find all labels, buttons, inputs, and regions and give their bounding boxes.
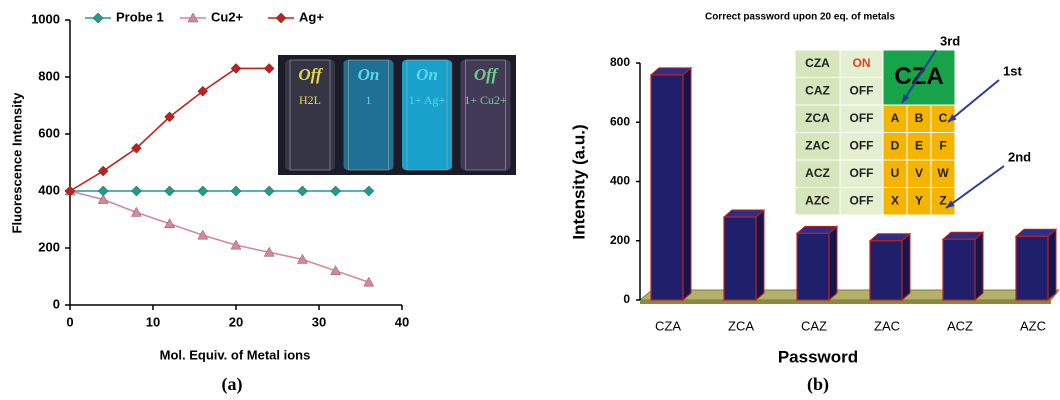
x-tick-label: CAZ <box>801 318 827 333</box>
y-tick-label: 800 <box>610 55 630 69</box>
bar <box>797 233 829 300</box>
series-line <box>70 191 369 282</box>
table-text: F <box>939 138 946 152</box>
bar <box>651 75 683 300</box>
vial-label: 1 <box>366 93 372 107</box>
bar-side <box>1048 229 1056 300</box>
x-tick-label: 20 <box>229 314 243 329</box>
bar-side <box>902 234 910 300</box>
data-point <box>364 186 374 196</box>
table-text: AZC <box>805 193 830 207</box>
x-axis-label: Mol. Equiv. of Metal ions <box>160 347 311 362</box>
data-point <box>165 186 175 196</box>
bar <box>1016 236 1048 300</box>
table-text: CZA <box>805 56 830 70</box>
caption: (b) <box>807 374 829 395</box>
data-point <box>264 186 274 196</box>
y-tick-label: 600 <box>38 125 60 140</box>
legend-label: Cu2+ <box>211 9 244 24</box>
y-tick-label: 1000 <box>31 11 60 26</box>
table-text: OFF <box>850 138 874 152</box>
data-point <box>98 166 108 176</box>
table-text: OFF <box>850 83 874 97</box>
data-point <box>297 186 307 196</box>
x-tick-label: 0 <box>66 314 73 329</box>
table-text: ZCA <box>805 111 830 125</box>
table-text: OFF <box>850 193 874 207</box>
data-point <box>331 186 341 196</box>
x-tick-label: ZAC <box>874 318 900 333</box>
legend-label: Ag+ <box>299 9 324 24</box>
arrow <box>948 80 999 122</box>
table-text: V <box>915 166 923 180</box>
y-tick-label: 200 <box>38 239 60 254</box>
y-tick-label: 400 <box>610 174 630 188</box>
arrow-label: 2nd <box>1008 149 1031 164</box>
x-tick-label: 40 <box>395 314 409 329</box>
table-text: W <box>937 166 949 180</box>
table-text: ON <box>853 56 871 70</box>
arrow-label: 1st <box>1003 63 1022 78</box>
chart-title: Correct password upon 20 eq. of metals <box>705 12 895 23</box>
data-point <box>264 63 274 73</box>
y-tick-label: 400 <box>38 182 60 197</box>
x-tick-label: 30 <box>312 314 326 329</box>
bar-side <box>756 210 764 300</box>
bar-side <box>829 226 837 300</box>
x-tick-label: 10 <box>146 314 160 329</box>
vial-state: Off <box>474 65 500 84</box>
y-tick-label: 600 <box>610 114 630 128</box>
table-text: CAZ <box>805 83 830 97</box>
table-text: OFF <box>850 166 874 180</box>
bar <box>943 239 975 300</box>
x-axis-label: Password <box>778 347 858 366</box>
vial-state: Off <box>298 65 324 84</box>
y-tick-label: 0 <box>623 292 630 306</box>
data-point <box>231 186 241 196</box>
table-text: Z <box>939 193 946 207</box>
x-tick-label: ACZ <box>947 318 973 333</box>
table-text: U <box>891 166 900 180</box>
table-text: C <box>939 111 948 125</box>
table-text: D <box>891 138 900 152</box>
x-tick-label: CZA <box>655 318 681 333</box>
y-tick-label: 800 <box>38 68 60 83</box>
legend-marker <box>276 13 286 23</box>
x-tick-label: AZC <box>1020 318 1046 333</box>
table-text: ACZ <box>805 166 830 180</box>
data-point <box>131 186 141 196</box>
floor <box>640 290 1059 300</box>
x-tick-label: ZCA <box>728 318 754 333</box>
vial-state: On <box>358 65 380 84</box>
y-axis-label: Fluorescence Intensity <box>9 92 24 234</box>
bar-side <box>683 68 691 300</box>
table-text: OFF <box>850 111 874 125</box>
y-axis-label: Intensity (a.u.) <box>569 124 588 239</box>
figure: Mol. Equiv. of Metal ions Fluorescence I… <box>0 0 1060 400</box>
legend-marker <box>93 13 103 23</box>
table-text: X <box>891 193 899 207</box>
vial-label: 1+ Ag+ <box>409 93 446 107</box>
bar <box>724 217 756 300</box>
table-text: A <box>891 111 900 125</box>
legend-label: Probe 1 <box>116 9 164 24</box>
vial-label: H2L <box>299 93 321 107</box>
y-tick-label: 200 <box>610 233 630 247</box>
vial-label: 1+ Cu2+ <box>464 93 507 107</box>
table-text: Y <box>915 193 923 207</box>
floor-edge <box>640 300 1051 304</box>
caption: (a) <box>222 374 243 395</box>
table-text: E <box>915 138 923 152</box>
y-tick-label: 0 <box>53 296 60 311</box>
table-text: B <box>915 111 924 125</box>
table-text: ZAC <box>805 138 830 152</box>
bar-side <box>975 232 983 300</box>
bar <box>870 241 902 300</box>
data-point <box>198 186 208 196</box>
arrow-label: 3rd <box>940 33 960 48</box>
vial-state: On <box>416 65 438 84</box>
data-point <box>231 63 241 73</box>
